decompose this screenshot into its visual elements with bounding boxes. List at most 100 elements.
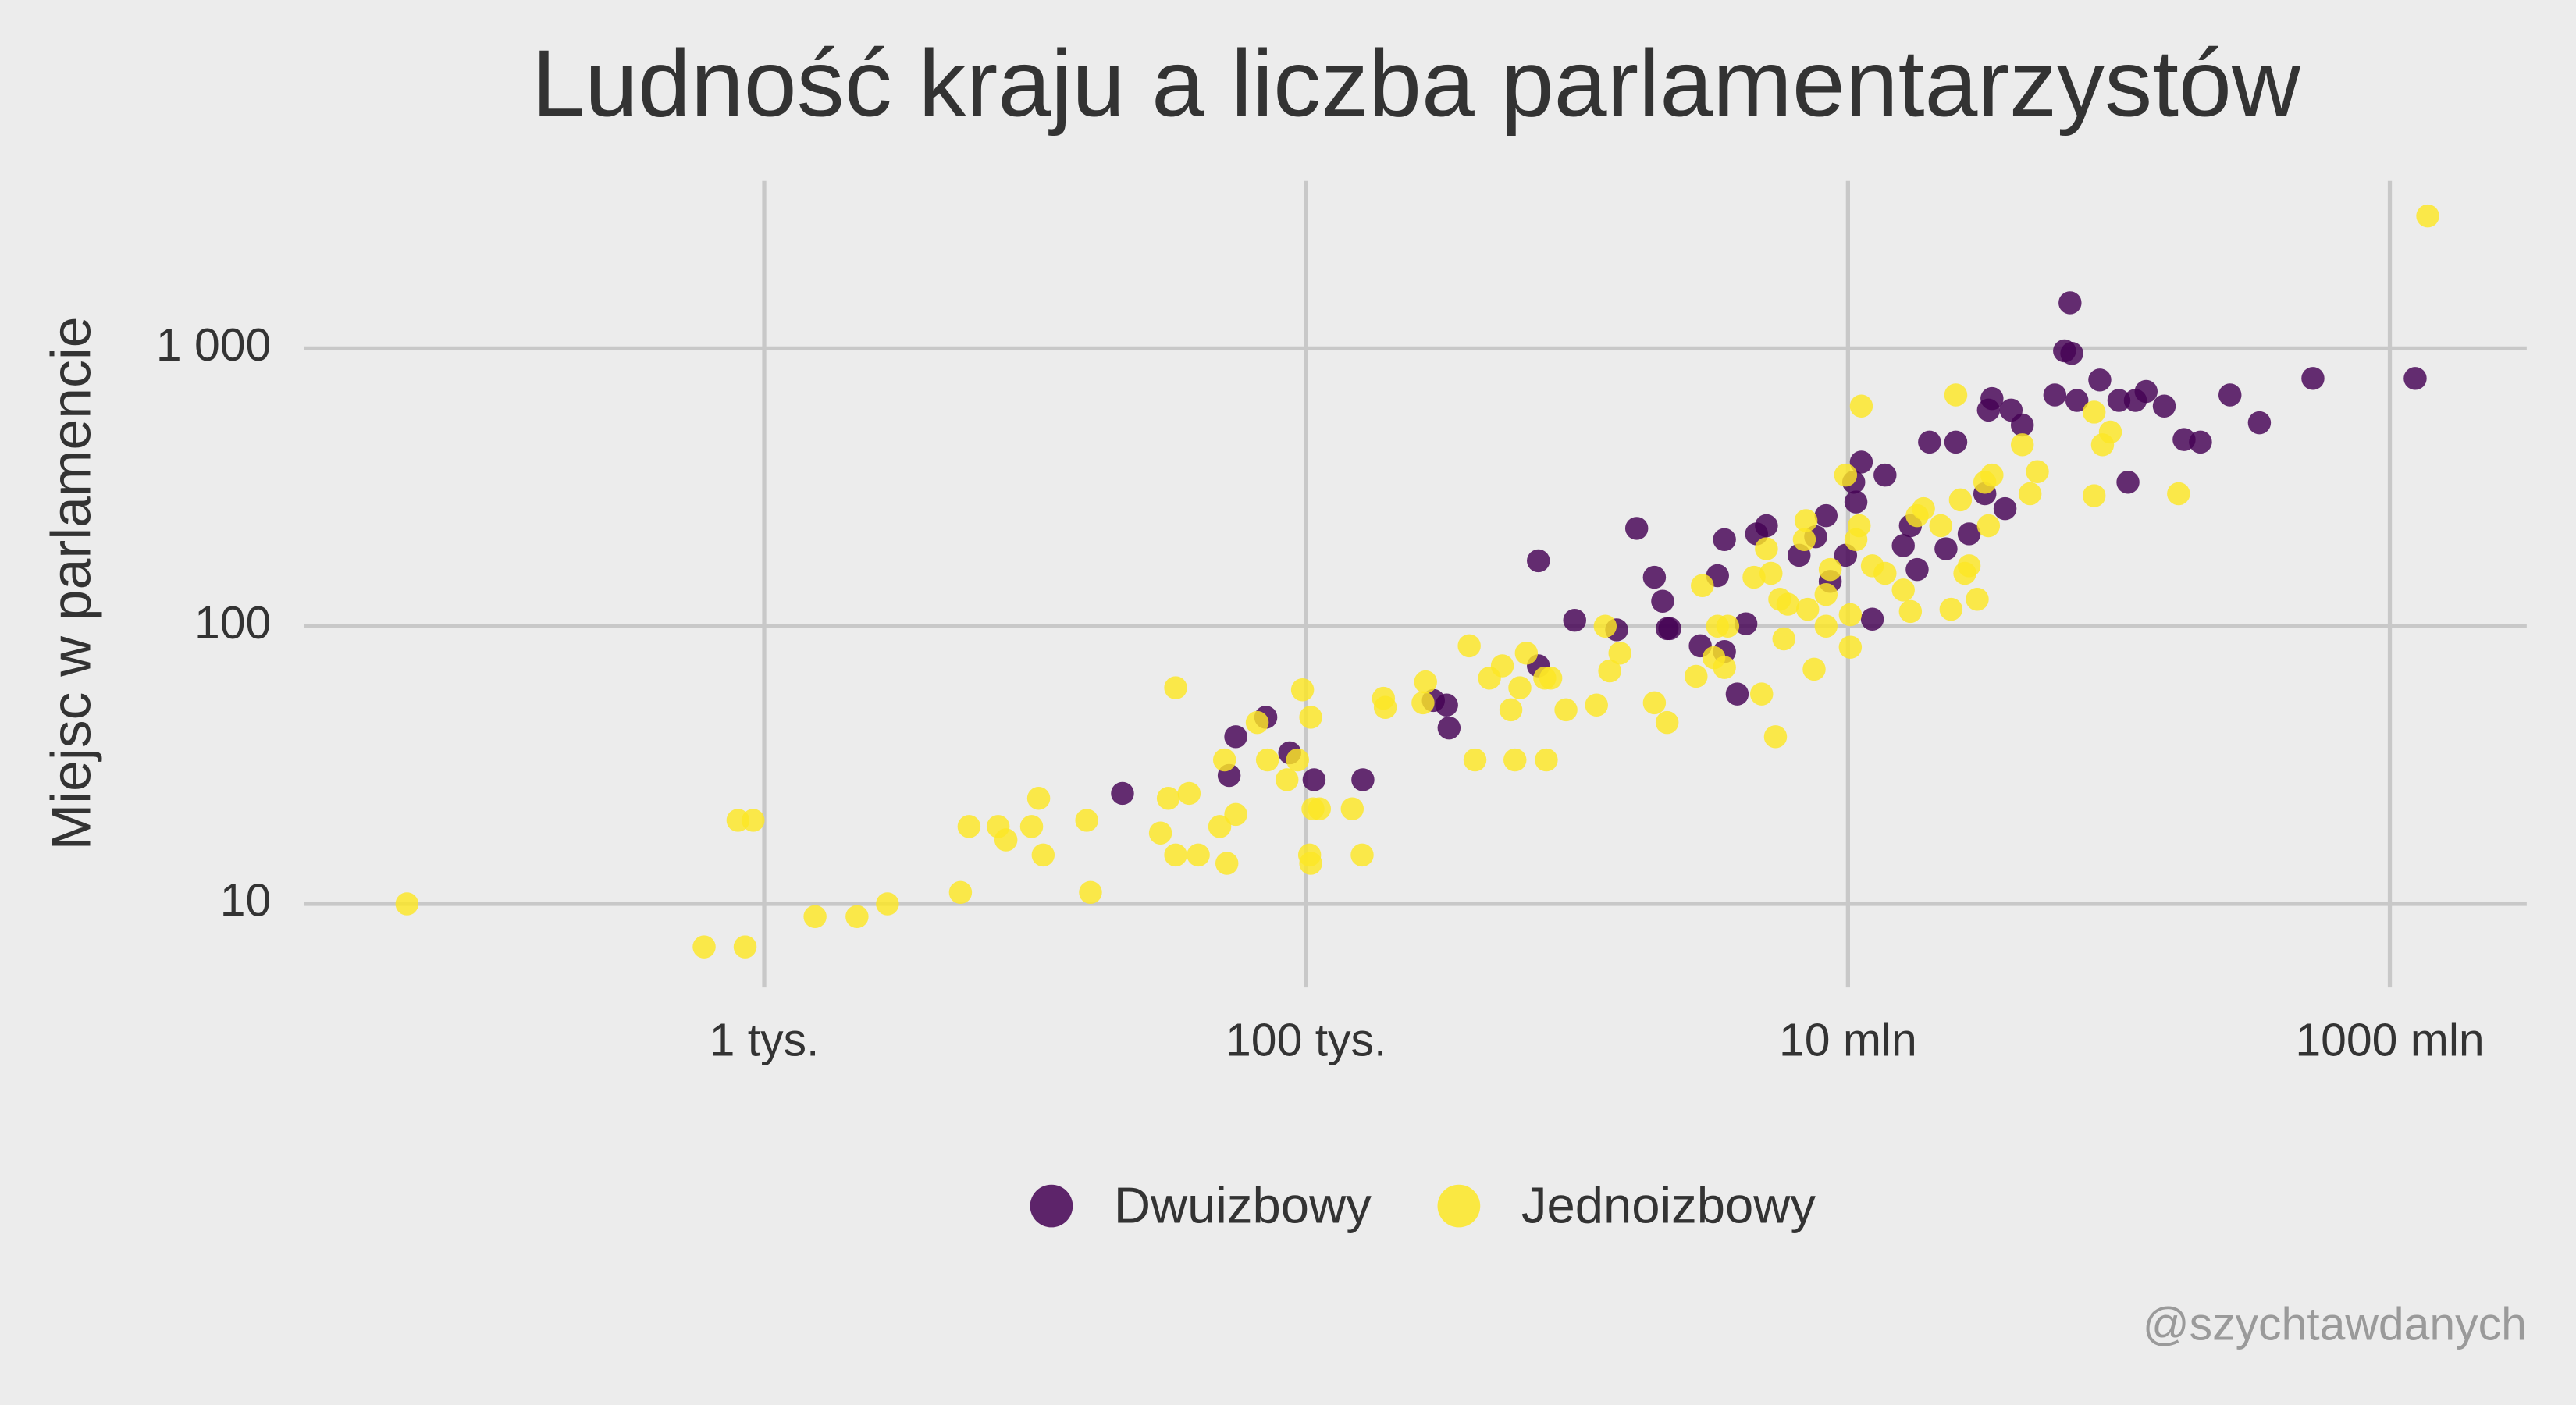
point — [1918, 430, 1941, 454]
point — [1215, 852, 1239, 875]
point — [2010, 413, 2034, 437]
point — [1527, 549, 1550, 573]
point — [1224, 725, 1247, 749]
point — [994, 828, 1018, 852]
y-tick-label: 100 — [194, 598, 271, 649]
points — [395, 204, 2439, 959]
point — [1794, 509, 1818, 532]
point — [1302, 768, 1326, 791]
point — [1844, 490, 1868, 514]
x-tick-label: 100 tys. — [1226, 1015, 1386, 1065]
point — [1499, 698, 1523, 722]
point — [1156, 787, 1180, 810]
point — [1818, 557, 1842, 582]
point — [1503, 748, 1527, 772]
point — [1759, 561, 1783, 585]
point — [1651, 589, 1674, 613]
point — [742, 809, 765, 832]
point — [1148, 821, 1172, 845]
point — [1508, 676, 1532, 699]
point — [1290, 678, 1315, 702]
point — [1351, 768, 1375, 791]
point — [1976, 514, 2001, 538]
point — [1245, 710, 1269, 735]
point — [1891, 578, 1915, 602]
point — [1563, 608, 1586, 632]
point — [1593, 614, 1617, 638]
point — [2403, 367, 2427, 390]
point — [1373, 695, 1397, 720]
point — [2116, 471, 2140, 494]
point — [1944, 383, 1968, 407]
point — [1308, 797, 1332, 820]
point — [1286, 748, 1309, 772]
watermark: @szychtawdanych — [2143, 1299, 2527, 1350]
point — [1849, 450, 1873, 474]
point — [1224, 802, 1247, 827]
point — [1763, 725, 1788, 749]
point — [1734, 612, 1758, 635]
point — [1340, 797, 1364, 820]
point — [1212, 748, 1236, 772]
point — [1658, 617, 1681, 641]
point — [1796, 597, 1820, 621]
point — [2043, 383, 2067, 407]
point — [2247, 411, 2272, 435]
point — [2416, 204, 2439, 228]
point — [2189, 430, 2212, 454]
point — [1535, 748, 1558, 772]
point — [1026, 787, 1051, 810]
point — [2098, 420, 2122, 444]
point — [1944, 430, 1968, 454]
point — [1814, 582, 1838, 606]
point — [2060, 341, 2083, 365]
legend-swatch — [1030, 1184, 1073, 1228]
point — [1814, 614, 1838, 638]
point — [1457, 634, 1481, 658]
point — [1539, 667, 1563, 690]
legend-label: Dwuizbowy — [1114, 1177, 1372, 1234]
point — [1905, 557, 1929, 582]
point — [1849, 394, 1873, 418]
point — [1031, 843, 1055, 867]
point — [1514, 641, 1539, 665]
point — [1608, 641, 1631, 665]
point — [1111, 781, 1134, 806]
point — [1435, 693, 1458, 717]
point — [1980, 463, 2004, 487]
point — [1838, 635, 1863, 659]
point — [1755, 514, 1778, 538]
point — [1187, 843, 1210, 867]
point — [1554, 698, 1578, 722]
legend-swatch — [1437, 1184, 1481, 1228]
point — [1019, 815, 1044, 838]
point — [1898, 599, 1923, 624]
point — [957, 815, 981, 838]
point — [1957, 522, 1981, 546]
point — [1948, 488, 1973, 512]
chart-title: Ludność kraju a liczba parlamentarzystów — [532, 30, 2301, 136]
point — [1079, 880, 1102, 905]
point — [1802, 657, 1826, 681]
point — [692, 935, 716, 959]
point — [1713, 528, 1736, 552]
point — [876, 892, 899, 916]
point — [1716, 614, 1740, 638]
point — [1860, 607, 1884, 631]
point — [1939, 597, 1963, 621]
legend: Dwuizbowy Jednoizbowy — [1030, 1177, 1816, 1234]
point — [1702, 646, 1726, 670]
point — [1414, 670, 1437, 694]
point — [1966, 588, 1989, 611]
point — [1350, 843, 1374, 867]
x-tick-label: 10 mln — [1779, 1015, 1917, 1065]
point — [1463, 748, 1487, 772]
point — [1873, 561, 1897, 585]
point — [1834, 463, 1858, 487]
point — [1275, 768, 1299, 791]
point — [1437, 716, 1461, 740]
point — [2018, 482, 2042, 506]
point — [1075, 809, 1098, 832]
